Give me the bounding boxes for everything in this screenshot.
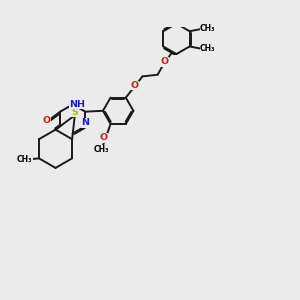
Text: N: N bbox=[81, 118, 89, 127]
Text: O: O bbox=[161, 57, 169, 66]
Text: CH₃: CH₃ bbox=[200, 44, 215, 53]
Text: O: O bbox=[43, 116, 51, 125]
Text: NH: NH bbox=[69, 100, 85, 109]
Text: O: O bbox=[99, 134, 107, 142]
Text: CH₃: CH₃ bbox=[200, 24, 215, 33]
Text: CH₃: CH₃ bbox=[17, 155, 32, 164]
Text: S: S bbox=[71, 108, 78, 117]
Text: O: O bbox=[131, 81, 139, 90]
Text: CH₃: CH₃ bbox=[93, 145, 109, 154]
